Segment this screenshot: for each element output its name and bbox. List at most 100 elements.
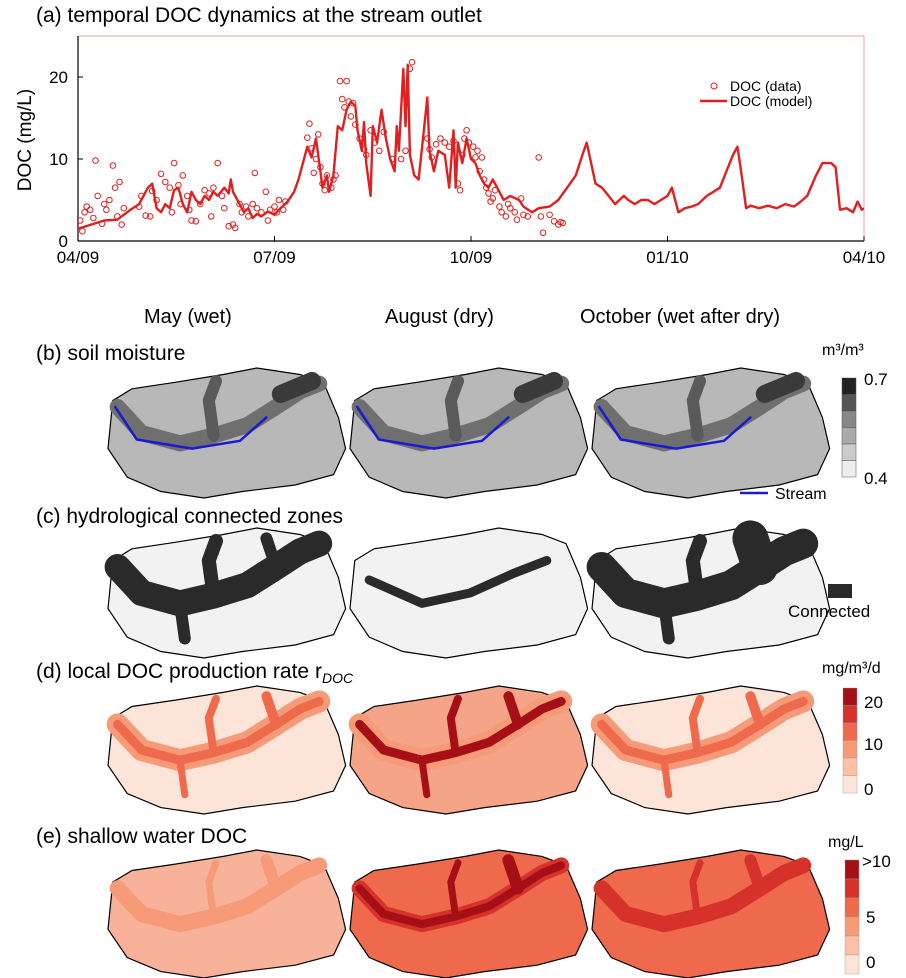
panel-e-title: (e) shallow water DOC (36, 825, 248, 848)
data-point (511, 209, 519, 216)
doc-zone (447, 859, 462, 921)
connected-zone (201, 534, 223, 603)
doc-zone (113, 861, 324, 929)
data-point (138, 192, 145, 200)
data-point (229, 221, 237, 228)
data-point (489, 195, 497, 202)
rdoc-zone (418, 756, 431, 799)
data-point (345, 98, 353, 105)
data-point (214, 159, 221, 167)
data-point (266, 206, 274, 214)
data-point (550, 218, 558, 225)
legend-label-data: DOC (data) (730, 78, 802, 94)
data-point (162, 178, 169, 186)
connected-map-may (107, 527, 347, 659)
column-header-october: October (wet after dry) (580, 306, 781, 328)
connected-legend-swatch (828, 584, 852, 598)
data-point (83, 203, 90, 210)
x-tick-label: 07/09 (253, 248, 296, 267)
data-point (465, 139, 473, 146)
data-point (360, 145, 368, 153)
data-point (426, 145, 433, 153)
wet-zone (593, 375, 812, 452)
connected-legend-label: Connected (788, 602, 871, 621)
doc-zone (689, 859, 704, 921)
data-point (472, 154, 479, 161)
doc-zone (502, 854, 524, 895)
data-point (118, 221, 125, 228)
data-point (120, 204, 128, 212)
data-point (461, 135, 468, 142)
data-point (520, 211, 527, 219)
doc-tick-0: 0 (866, 953, 876, 972)
data-point (157, 170, 165, 178)
data-point (380, 128, 388, 136)
data-point (312, 155, 320, 163)
data-point (535, 154, 543, 161)
data-point (183, 192, 191, 200)
data-point (450, 137, 457, 145)
data-point (98, 220, 106, 228)
data-point (135, 203, 143, 210)
data-point (402, 147, 409, 155)
connected-zone (732, 520, 778, 585)
shallow-doc-map-october (591, 849, 831, 978)
data-point (92, 157, 99, 164)
rdoc-zone (446, 694, 462, 757)
doc-colorbar-segment (844, 859, 860, 880)
data-point (238, 209, 246, 216)
connected-zone (260, 532, 282, 573)
connected-zone (364, 556, 552, 608)
rdoc-zone (660, 756, 673, 799)
data-point (210, 184, 217, 191)
data-point (476, 168, 484, 175)
doc-zone (260, 854, 282, 895)
x-tick-label: 10/09 (450, 248, 493, 267)
data-point (459, 151, 466, 159)
data-point (474, 147, 481, 155)
stream-line (113, 405, 268, 450)
data-point (347, 113, 355, 120)
data-point (258, 209, 265, 216)
rdoc-tick-20: 20 (864, 693, 883, 712)
data-point (236, 200, 243, 208)
data-point (271, 203, 278, 210)
data-point (445, 143, 453, 150)
stream-line (597, 405, 752, 450)
wet-zone (109, 375, 328, 452)
rdoc-zone (590, 690, 815, 772)
doc-colorbar-segment (844, 935, 860, 956)
data-point (478, 154, 486, 161)
data-point (485, 190, 492, 197)
panel-c-title: (c) hydrological connected zones (36, 505, 344, 528)
data-point (175, 181, 182, 189)
data-point (454, 180, 462, 187)
doc-timeseries-chart: 0 10 20 04/09 07/09 10/09 01/10 04/10 DOC (data… (49, 35, 885, 267)
shallow-doc-map-august (349, 849, 589, 978)
data-point (78, 217, 84, 224)
doc-zone (205, 859, 220, 921)
rdoc-colorbar-segment (842, 722, 858, 741)
data-point (264, 217, 272, 224)
data-point (502, 213, 510, 220)
rdoc-zone (176, 756, 189, 799)
data-point (90, 214, 97, 222)
data-point (166, 184, 173, 191)
data-point (371, 139, 379, 146)
data-point (114, 213, 121, 220)
data-point (349, 99, 357, 107)
rdoc-map-october (591, 685, 831, 815)
wet-zone (686, 375, 706, 442)
data-point (356, 135, 363, 142)
wet-zone (202, 375, 222, 442)
doc-colorbar-segment (844, 916, 860, 937)
rdoc-unit: mg/m³/d (822, 660, 881, 677)
soil-moisture-map-may (107, 367, 347, 499)
data-point (197, 200, 204, 208)
x-tick-label: 01/10 (646, 248, 689, 267)
data-point (480, 176, 488, 183)
data-point (225, 222, 232, 230)
data-point (109, 162, 117, 169)
doc-colorbar-segment (844, 954, 860, 975)
rdoc-zone (204, 694, 220, 757)
